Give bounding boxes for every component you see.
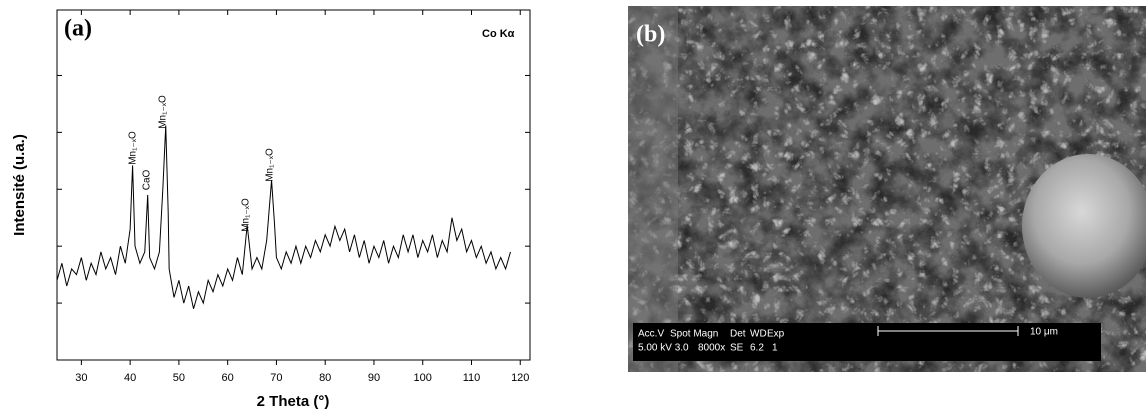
xrd-chart: (a) Co Kα 2 Theta (°) Intensité (u.a.) 3…: [11, 9, 531, 410]
radiation-label: Co Kα: [482, 28, 515, 40]
x-tick-label: 110: [463, 372, 481, 384]
xrd-line: [56, 125, 511, 309]
peak-annotation: Mn₁₋ₓO: [265, 148, 276, 182]
y-axis-label: Intensité (u.a.): [11, 134, 28, 236]
info-header: WD: [750, 329, 767, 340]
sem-edge: [628, 6, 678, 372]
peak-annotation: Mn₁₋ₓO: [158, 95, 169, 129]
panel-label: (b): [636, 22, 665, 48]
sem-image: (b) Acc.V Spot Magn Det WD Exp 5.00 kV 3.0 800…: [628, 6, 1146, 372]
x-tick-label: 40: [124, 372, 136, 384]
x-tick-label: 30: [75, 372, 87, 384]
x-tick-label: 50: [173, 372, 185, 384]
x-tick-label: 60: [222, 372, 234, 384]
panel-label: (a): [64, 16, 92, 42]
peak-annotation: Mn₁₋ₓO: [128, 131, 139, 165]
info-text: Acc.V Spot Magn Det WD Exp 5.00 kV 3.0 8000x SE…: [638, 329, 785, 354]
x-axis-label: 2 Theta (°): [257, 393, 330, 410]
info-header: Acc.V: [638, 329, 664, 340]
x-tick-label: 80: [319, 372, 331, 384]
info-value: 1: [772, 343, 778, 354]
info-header: Spot Magn: [670, 329, 718, 340]
x-tick-label: 90: [368, 372, 380, 384]
info-header: Det: [730, 329, 746, 340]
info-header: Exp: [767, 329, 785, 340]
info-value: 8000x: [698, 343, 725, 354]
peak-annotation: Mn₁₋ₓO: [241, 198, 252, 232]
info-bar: [633, 323, 1101, 361]
plot-frame: [56, 9, 531, 361]
info-value: 5.00 kV 3.0: [638, 343, 689, 354]
info-value: 6.2: [750, 343, 764, 354]
peak-annotation: CaO: [142, 169, 153, 190]
x-tick-label: 70: [270, 372, 282, 384]
scale-label: 10 μm: [1030, 327, 1058, 338]
sem-particle: [1022, 154, 1146, 298]
info-value: SE: [730, 343, 744, 354]
x-tick-label: 100: [414, 372, 432, 384]
x-tick-label: 120: [511, 372, 529, 384]
